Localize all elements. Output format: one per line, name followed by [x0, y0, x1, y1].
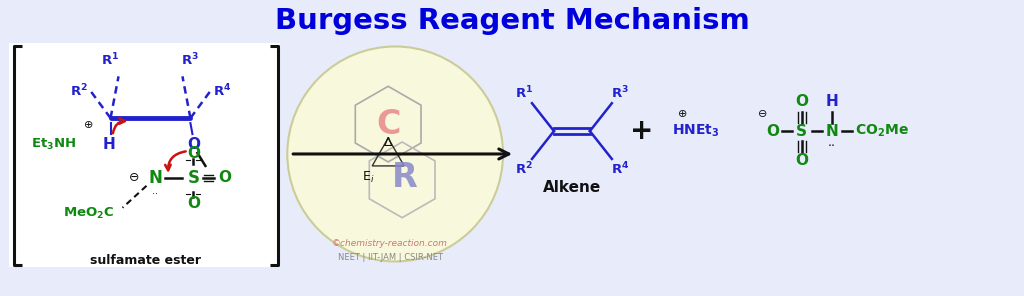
Text: O: O: [795, 153, 808, 168]
Text: $\ominus$: $\ominus$: [757, 108, 767, 119]
Text: E$_i$: E$_i$: [362, 170, 375, 185]
Text: N: N: [148, 169, 163, 187]
Text: O: O: [766, 123, 779, 139]
Text: O: O: [187, 136, 200, 152]
Text: H: H: [825, 94, 838, 109]
Text: N: N: [825, 123, 838, 139]
Text: O: O: [187, 196, 200, 211]
Text: $\mathregular{R^4}$: $\mathregular{R^4}$: [610, 161, 629, 177]
Text: sulfamate ester: sulfamate ester: [90, 254, 201, 267]
Text: $\mathregular{R^3}$: $\mathregular{R^3}$: [181, 52, 200, 68]
Text: Δ: Δ: [384, 136, 392, 149]
Text: ..: ..: [153, 186, 159, 196]
Text: H: H: [102, 136, 115, 152]
Text: ⋅⋅: ⋅⋅: [827, 139, 836, 152]
Text: $\mathregular{R^2}$: $\mathregular{R^2}$: [515, 161, 532, 177]
Text: C: C: [376, 108, 400, 141]
Text: $\mathregular{R^1}$: $\mathregular{R^1}$: [515, 85, 534, 102]
Text: $\ominus$: $\ominus$: [128, 171, 139, 184]
Text: $\oplus$: $\oplus$: [677, 108, 687, 119]
Text: O: O: [218, 170, 230, 185]
Text: $\mathregular{Et_3NH}$: $\mathregular{Et_3NH}$: [31, 136, 76, 152]
Text: R: R: [392, 161, 418, 194]
Text: $\mathregular{R^3}$: $\mathregular{R^3}$: [611, 85, 629, 102]
Text: +: +: [630, 117, 653, 145]
Text: $\oplus$: $\oplus$: [83, 119, 94, 130]
Text: $\mathregular{CO_2Me}$: $\mathregular{CO_2Me}$: [855, 123, 908, 139]
Text: Alkene: Alkene: [543, 180, 601, 195]
Circle shape: [288, 46, 503, 261]
Text: $\mathregular{MeO_2C}$: $\mathregular{MeO_2C}$: [62, 206, 114, 221]
Text: S: S: [796, 123, 807, 139]
Text: $\mathregular{R^2}$: $\mathregular{R^2}$: [70, 83, 88, 99]
Text: Burgess Reagent Mechanism: Burgess Reagent Mechanism: [274, 7, 750, 35]
Text: S: S: [187, 169, 200, 187]
Text: O: O: [795, 94, 808, 109]
Text: $\mathregular{R^4}$: $\mathregular{R^4}$: [213, 83, 231, 99]
Text: ©chemistry-reaction.com: ©chemistry-reaction.com: [332, 239, 449, 248]
Text: $\mathregular{R^1}$: $\mathregular{R^1}$: [101, 52, 120, 68]
Text: $\mathregular{HNEt_3}$: $\mathregular{HNEt_3}$: [672, 123, 719, 139]
Text: O: O: [187, 147, 200, 162]
Text: NEET | IIT-JAM | CSIR-NET: NEET | IIT-JAM | CSIR-NET: [338, 253, 442, 262]
FancyBboxPatch shape: [8, 44, 281, 268]
